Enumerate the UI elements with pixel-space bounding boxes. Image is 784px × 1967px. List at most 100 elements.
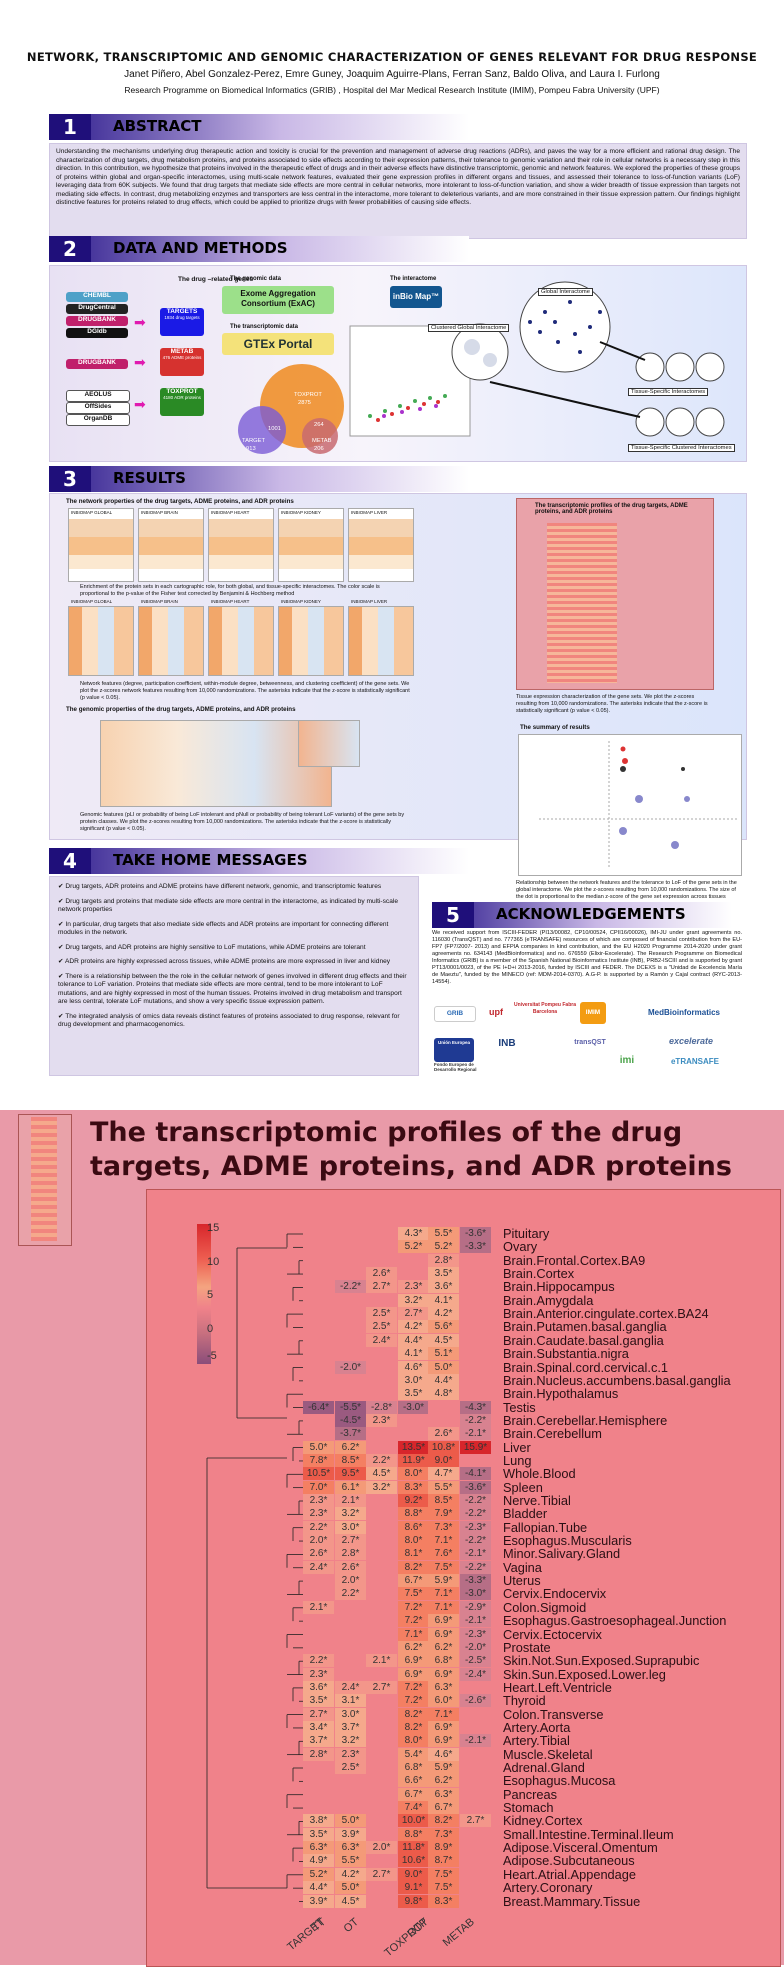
heatmap-cell: 7.8* <box>303 1453 334 1467</box>
heatmap-cell: 6.3* <box>335 1841 366 1855</box>
heatmap-cell: 6.9* <box>428 1614 459 1628</box>
heatmap-cell <box>398 1267 429 1281</box>
logo-grib: GRIB <box>434 1006 476 1022</box>
row-label: Pancreas <box>503 1786 558 1802</box>
heatmap-cell <box>303 1640 334 1654</box>
take-home-item: ✔ In particular, drug targets that also … <box>58 920 389 937</box>
section-number: 3 <box>49 466 91 492</box>
heatmap-cell: 8.8* <box>398 1507 429 1521</box>
heatmap-cell: 2.8* <box>335 1547 366 1561</box>
arrow-icon: ➡ <box>134 314 146 330</box>
heatmap-cell: 3.6* <box>428 1280 459 1294</box>
heatmap-cell <box>366 1227 397 1240</box>
heatmap-cell <box>335 1614 366 1628</box>
section-number: 1 <box>49 114 91 140</box>
network-zscore-panel: INBIOMAP KIDNEY <box>278 599 344 676</box>
row-label: Esophagus.Muscularis <box>503 1533 632 1549</box>
label-tissue-specific: Tissue-Specific Interactomes <box>628 388 709 396</box>
network-zscore-panel: INBIOMAP GLOBAL <box>68 599 134 676</box>
colorbar <box>197 1224 211 1364</box>
heatmap-cell: 6.8* <box>398 1761 429 1774</box>
row-label: Brain.Spinal.cord.cervical.c.1 <box>503 1359 669 1375</box>
label-tissue-clustered: Tissue-Specific Clustered Interactomes <box>628 444 735 452</box>
heatmap-cell <box>335 1307 366 1321</box>
heatmap-cell <box>460 1720 491 1734</box>
heatmap-cell: 6.9* <box>398 1654 429 1668</box>
row-label: Cervix.Endocervix <box>503 1586 607 1602</box>
heatmap-cell: -2.3* <box>460 1520 491 1534</box>
heatmap-cell: 4.8* <box>428 1387 459 1401</box>
heatmap-cell: 6.9* <box>398 1667 429 1681</box>
row-label: Small.Intestine.Terminal.Ileum <box>503 1826 674 1842</box>
heatmap-cell: -3.7* <box>335 1427 366 1441</box>
heatmap-cell: 7.0* <box>303 1480 334 1494</box>
heatmap-cell: 7.1* <box>428 1707 459 1721</box>
logo-imi: imi <box>614 1052 640 1070</box>
section-header-acknowledgements: 5 ACKNOWLEDGEMENTS <box>432 902 732 928</box>
row-label: Thyroid <box>503 1693 546 1709</box>
heatmap-cell <box>335 1347 366 1361</box>
label-global-interactome: Global Interactome <box>538 288 593 296</box>
section-number: 4 <box>49 848 91 874</box>
interactome-label: The interactome <box>390 276 437 282</box>
heatmap-cell <box>366 1440 397 1454</box>
heatmap-cell: 9.5* <box>335 1467 366 1481</box>
row-label: Brain.Substantia.nigra <box>503 1346 629 1362</box>
heatmap-cell: 2.7* <box>335 1534 366 1548</box>
heatmap-cell: -2.9* <box>460 1600 491 1614</box>
row-label: Brain.Cerebellum <box>503 1426 602 1442</box>
colorbar-tick: 10 <box>207 1256 220 1268</box>
logo-transqst: transQST <box>568 1034 612 1052</box>
heatmap-cell: 3.7* <box>303 1734 334 1748</box>
heatmap-cell <box>460 1360 491 1374</box>
section-header-results: 3 RESULTS <box>49 466 469 492</box>
heatmap-cell <box>460 1453 491 1467</box>
heatmap-cell: -3.6* <box>460 1480 491 1494</box>
heatmap-cell: -2.0* <box>460 1640 491 1654</box>
heatmap-cell <box>366 1707 397 1721</box>
heatmap-cell: -2.1* <box>460 1547 491 1561</box>
row-label: Testis <box>503 1399 536 1415</box>
heatmap-cell <box>460 1680 491 1694</box>
heatmap-cell: 5.9* <box>428 1761 459 1774</box>
row-label: Brain.Nucleus.accumbens.basal.ganglia <box>503 1372 731 1388</box>
heatmap-cell: 5.4* <box>398 1747 429 1761</box>
heatmap-cell: -4.5* <box>335 1413 366 1427</box>
network-panel-title: INBIOMAP KIDNEY <box>281 510 321 515</box>
heatmap-cell <box>366 1574 397 1588</box>
heatmap-cell <box>303 1574 334 1588</box>
set-metab: METAB 476 ADME proteins <box>160 348 204 376</box>
heatmap-cell: 5.2* <box>303 1867 334 1881</box>
heatmap-cell: -6.4* <box>303 1400 334 1414</box>
heatmap-cell: -2.3* <box>460 1627 491 1641</box>
heatmap-cell: 2.2* <box>303 1520 334 1534</box>
set-name: TOXPROT <box>166 388 198 395</box>
heatmap-cell: -4.3* <box>460 1400 491 1414</box>
heatmap-cell: 2.1* <box>366 1654 397 1668</box>
heatmap-cell: -2.1* <box>460 1614 491 1628</box>
heatmap-cell <box>366 1507 397 1521</box>
source-drugbank: DRUGBANK <box>66 316 128 326</box>
heatmap-cell: 8.2* <box>398 1720 429 1734</box>
scatter-thumbnail <box>349 325 471 437</box>
heatmap-cell <box>366 1801 397 1815</box>
heatmap-cell: 3.9* <box>303 1894 334 1908</box>
row-label: Brain.Anterior.cingulate.cortex.BA24 <box>503 1306 709 1322</box>
row-label: Heart.Left.Ventricle <box>503 1679 612 1695</box>
heatmap-cell <box>303 1347 334 1361</box>
network-panel-title: INBIOMAP KIDNEY <box>281 599 321 604</box>
set-count: 1934 drug targets <box>164 315 200 320</box>
network-panel-title: INBIOMAP LIVER <box>351 599 388 604</box>
row-label: Brain.Hypothalamus <box>503 1386 619 1402</box>
section-title: ACKNOWLEDGEMENTS <box>496 905 686 923</box>
heatmap-cell: -3.3* <box>460 1574 491 1588</box>
heatmap-cell: 2.7* <box>366 1280 397 1294</box>
section-header-take-home: 4 TAKE HOME MESSAGES <box>49 848 469 874</box>
heatmap-cell: 8.0* <box>398 1467 429 1481</box>
heatmap-cell: 7.1* <box>428 1600 459 1614</box>
heatmap-cell: 11.9* <box>398 1453 429 1467</box>
heatmap-cell: 6.2* <box>428 1640 459 1654</box>
section-number: 2 <box>49 236 91 262</box>
poster-authors: Janet Piñero, Abel Gonzalez-Perez, Emre … <box>124 69 660 80</box>
heatmap-cell <box>398 1253 429 1267</box>
